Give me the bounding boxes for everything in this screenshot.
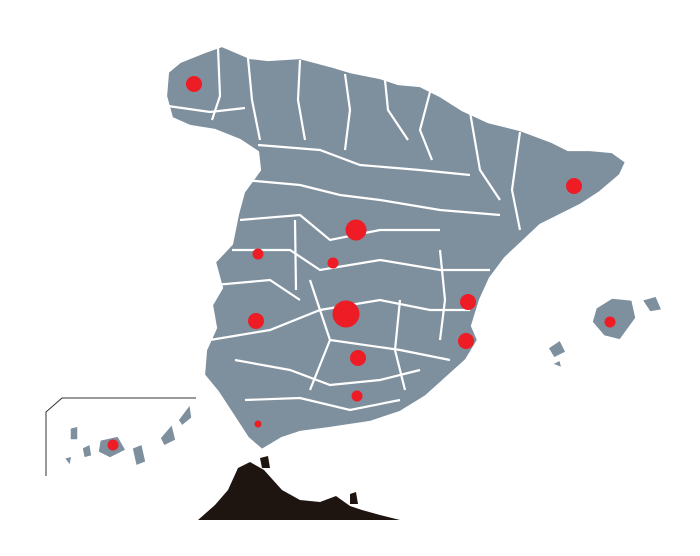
- africa-coast: [198, 462, 400, 520]
- city-marker-alicante: [458, 333, 474, 349]
- mainland-spain: [164, 44, 628, 452]
- city-marker-caceres: [248, 313, 264, 329]
- city-marker-valladolid: [345, 219, 367, 241]
- city-marker-mallorca: [604, 316, 616, 328]
- city-marker-salamanca: [252, 248, 264, 260]
- formentera-island: [550, 358, 564, 370]
- city-marker-cadiz: [254, 420, 262, 428]
- city-marker-avila: [327, 257, 339, 269]
- menorca-island: [640, 295, 664, 313]
- city-marker-barcelona: [566, 178, 582, 194]
- city-marker-valencia: [460, 294, 476, 310]
- canary-inset-frame: [45, 397, 196, 476]
- city-marker-granada: [351, 390, 363, 402]
- city-markers: [107, 76, 616, 451]
- city-marker-canarias: [107, 439, 119, 451]
- city-marker-a-coruna: [186, 76, 202, 92]
- city-marker-cordoba: [350, 350, 366, 366]
- canary-islands: [62, 402, 193, 468]
- ibiza-island: [546, 338, 568, 359]
- city-marker-madrid: [332, 300, 360, 328]
